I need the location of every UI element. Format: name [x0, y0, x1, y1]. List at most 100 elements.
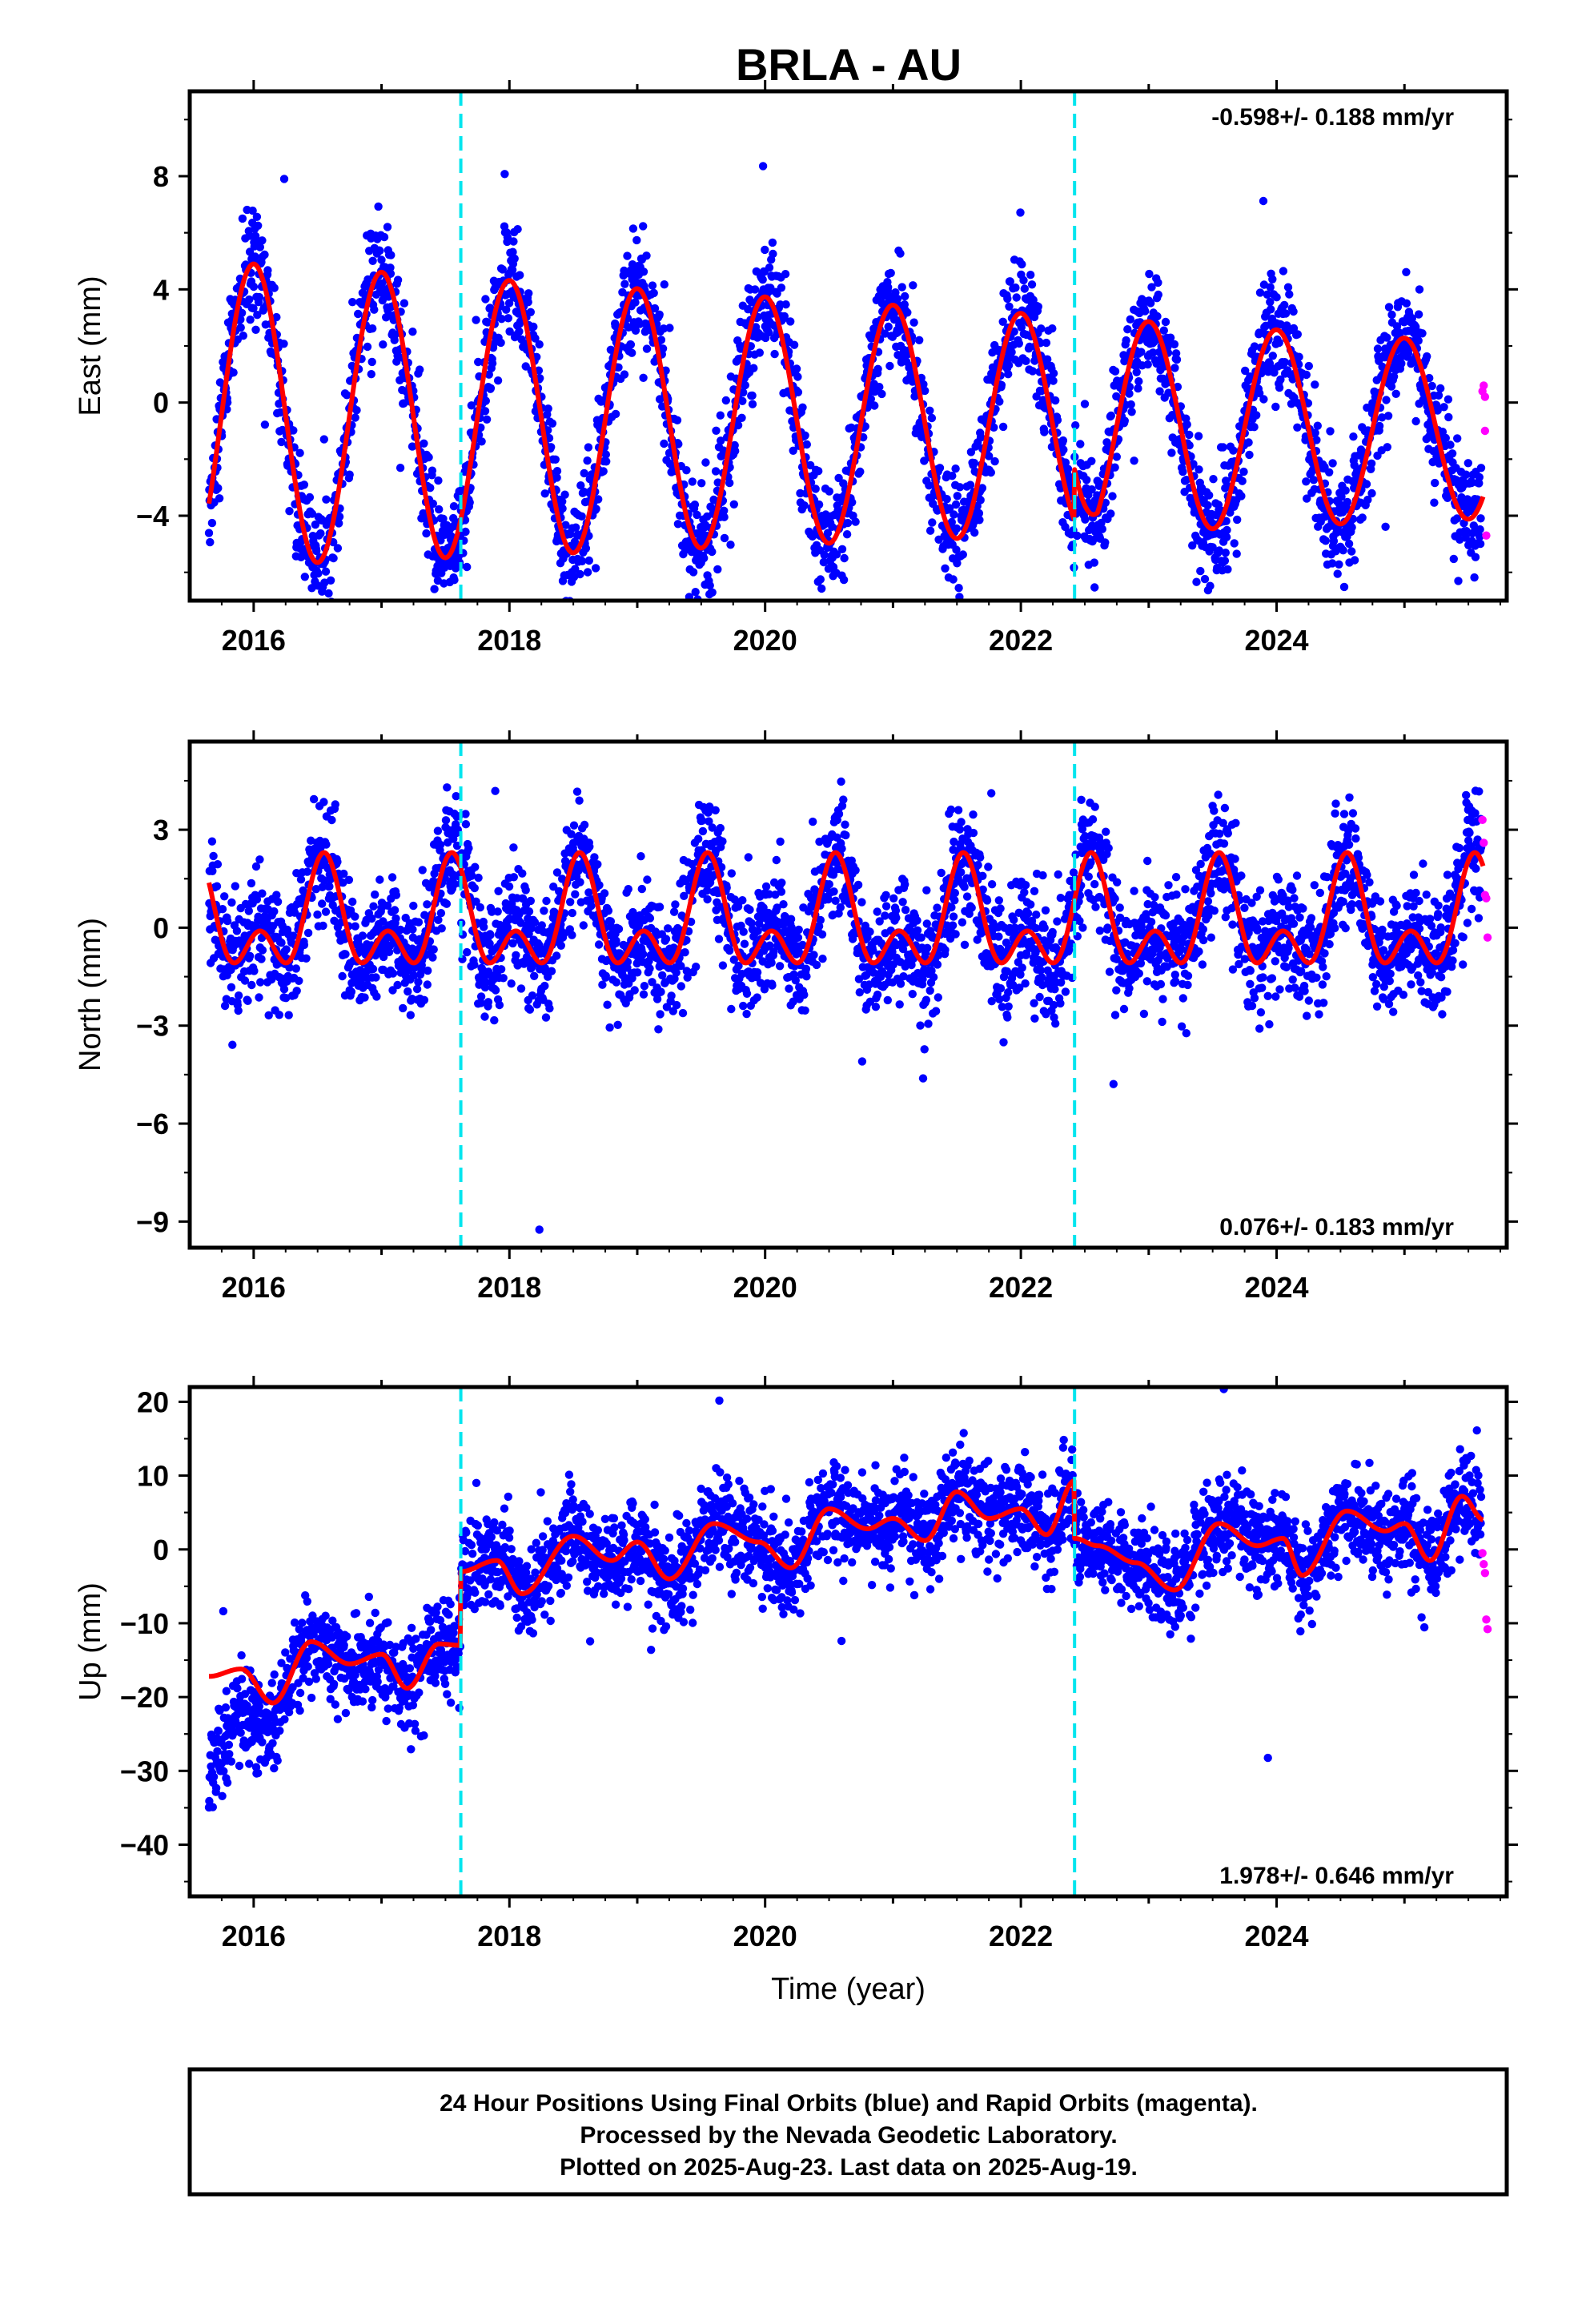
data-point: [324, 589, 333, 598]
data-point: [901, 292, 909, 301]
data-point: [344, 875, 354, 885]
data-point: [320, 578, 329, 587]
rapid-data-point: [1480, 381, 1488, 390]
data-point: [801, 964, 811, 974]
data-point: [837, 777, 845, 786]
data-point: [418, 866, 427, 875]
data-point: [660, 280, 669, 289]
data-point: [601, 971, 610, 980]
data-point: [926, 406, 934, 415]
data-point: [252, 212, 262, 221]
data-point: [1261, 321, 1271, 330]
data-point: [842, 530, 852, 539]
data-point: [1373, 344, 1383, 353]
data-point: [1387, 382, 1396, 391]
data-point: [1123, 325, 1132, 334]
data-point: [729, 500, 738, 509]
data-point: [611, 409, 620, 419]
data-point: [524, 289, 533, 298]
data-point: [1137, 348, 1146, 356]
data-point: [720, 533, 729, 543]
data-point: [807, 754, 815, 762]
data-point: [1221, 549, 1231, 557]
data-point: [777, 879, 786, 887]
data-point: [725, 946, 734, 955]
data-point: [851, 517, 860, 526]
data-point: [712, 426, 721, 435]
data-point: [765, 263, 774, 272]
data-point: [1333, 569, 1342, 578]
data-point: [749, 364, 758, 372]
data-point: [678, 1008, 688, 1018]
data-point: [1143, 360, 1152, 369]
data-point: [227, 983, 236, 992]
data-point: [321, 567, 331, 576]
data-point: [840, 553, 849, 563]
data-point: [423, 900, 432, 909]
data-point: [227, 898, 236, 907]
data-point: [561, 521, 570, 529]
data-point: [637, 884, 646, 894]
data-point: [1470, 573, 1479, 582]
data-point: [499, 974, 508, 983]
data-point: [1095, 479, 1105, 488]
data-point: [1037, 324, 1046, 333]
data-point: [314, 569, 323, 578]
data-point: [450, 576, 459, 585]
data-point: [1164, 388, 1173, 397]
data-point: [1329, 537, 1339, 545]
data-point: [229, 368, 238, 377]
data-point: [1004, 360, 1014, 370]
data-point: [789, 446, 797, 455]
data-point: [1275, 383, 1284, 392]
data-point: [1011, 283, 1020, 292]
data-point: [820, 550, 829, 560]
data-point: [1367, 459, 1376, 468]
data-point: [249, 282, 259, 292]
data-point: [700, 553, 709, 563]
data-point: [375, 246, 384, 255]
data-point: [788, 416, 797, 426]
data-point: [505, 327, 514, 336]
data-point: [426, 484, 435, 493]
data-point: [316, 617, 324, 625]
data-point: [316, 529, 325, 538]
data-point: [327, 815, 336, 825]
data-point: [748, 391, 757, 400]
data-point: [698, 826, 708, 836]
data-point: [727, 1004, 736, 1014]
data-point: [645, 964, 654, 973]
data-point: [486, 384, 496, 392]
data-point: [831, 896, 840, 906]
data-point: [725, 478, 734, 488]
data-point: [463, 947, 472, 957]
data-point: [246, 316, 255, 324]
data-point: [1303, 494, 1311, 503]
data-point: [214, 484, 223, 493]
data-point: [488, 359, 497, 368]
data-point: [1220, 557, 1230, 565]
data-point: [1102, 438, 1111, 447]
data-point: [656, 336, 666, 344]
data-point: [396, 464, 405, 472]
data-point: [941, 564, 950, 573]
data-point: [390, 906, 400, 915]
data-point: [338, 971, 347, 981]
data-point: [660, 439, 669, 448]
data-point: [1185, 430, 1194, 440]
data-point: [1295, 352, 1303, 361]
data-point: [721, 396, 730, 405]
data-point: [531, 334, 540, 343]
data-point: [976, 496, 985, 505]
data-point: [463, 562, 472, 572]
data-point: [875, 383, 884, 392]
data-point: [1154, 278, 1162, 287]
data-point: [1149, 348, 1158, 357]
data-point: [206, 537, 215, 547]
data-point: [1447, 449, 1457, 458]
data-point: [486, 931, 495, 939]
data-point: [1012, 293, 1021, 302]
data-point: [612, 936, 620, 945]
data-point: [409, 901, 418, 911]
data-point: [255, 292, 264, 302]
